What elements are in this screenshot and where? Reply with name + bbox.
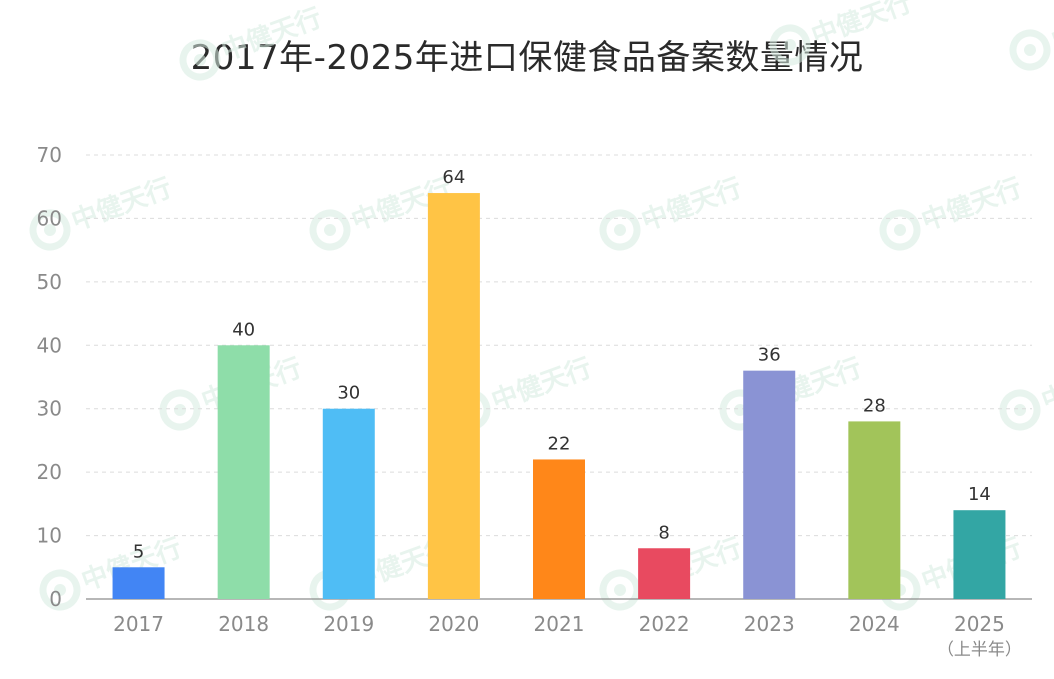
x-axis: 2017 2018 2019 2020 2021 2022 2023 2024 2025 （上半年…	[113, 612, 1022, 660]
x-tick-label-2020: 2020	[428, 612, 479, 636]
watermark: 中健天行	[998, 352, 1054, 432]
watermark-text: 中健天行	[637, 172, 745, 237]
x-tick-label-2017: 2017	[113, 612, 164, 636]
watermark-logo-icon	[178, 38, 222, 82]
y-tick-label: 60	[37, 206, 62, 230]
x-tick-label-2018: 2018	[218, 612, 269, 636]
data-label-2019: 30	[337, 383, 360, 404]
watermark: 中健天行	[598, 172, 746, 252]
x-tick-label-2021: 2021	[534, 612, 585, 636]
x-tick-label-2022: 2022	[639, 612, 690, 636]
watermark-text: 中健天行	[807, 0, 915, 52]
watermark: 中健天行	[878, 172, 1026, 252]
x-tick-label-2019: 2019	[323, 612, 374, 636]
watermark-text: 中健天行	[217, 2, 325, 67]
watermark-logo-icon	[1008, 28, 1052, 72]
y-tick-label: 20	[37, 460, 62, 484]
x-tick-note-2025: （上半年）	[937, 640, 1022, 660]
data-label-2022: 8	[658, 522, 669, 543]
bar-2022	[638, 548, 691, 599]
watermark-logo-icon	[998, 388, 1042, 432]
x-tick-label-2025: 2025	[954, 612, 1005, 636]
chart-title: 2017年-2025年进口保健食品备案数量情况	[190, 38, 864, 78]
x-tick-label-2024: 2024	[849, 612, 900, 636]
data-label-2017: 5	[133, 541, 144, 562]
bars	[112, 193, 1006, 600]
x-tick-label-2023: 2023	[744, 612, 795, 636]
bar-2023	[743, 370, 796, 599]
watermark-text: 中健天行	[67, 172, 175, 237]
watermark-logo-icon	[158, 388, 202, 432]
bar-2018	[217, 345, 270, 599]
data-label-2018: 40	[232, 319, 255, 340]
data-labels: 5 40 30 64 22 8 36 28 14	[133, 167, 991, 562]
bar-2025	[953, 510, 1006, 599]
data-label-2023: 36	[758, 345, 781, 366]
watermark: 中健天行	[178, 2, 326, 82]
data-label-2021: 22	[548, 433, 571, 454]
watermark-text: 中健天行	[917, 172, 1025, 237]
y-tick-label: 40	[37, 333, 62, 357]
y-axis: 0 10 20 30 40 50 60 70	[37, 143, 62, 611]
watermark-text: 中健天行	[1047, 0, 1054, 57]
watermark-logo-icon	[768, 23, 812, 67]
bar-2021	[533, 459, 585, 599]
bar-2020	[427, 193, 480, 600]
watermark-logo-icon	[878, 208, 922, 252]
y-tick-label: 30	[37, 397, 62, 421]
bar-2017	[112, 567, 165, 599]
y-tick-label: 0	[49, 587, 62, 611]
watermark: 中健天行	[768, 0, 916, 67]
watermark-logo-icon	[308, 208, 352, 252]
watermark-logo-icon	[598, 208, 642, 252]
y-tick-label: 50	[37, 270, 62, 294]
y-tick-label: 10	[37, 524, 62, 548]
watermark: 中健天行	[1008, 0, 1054, 72]
y-tick-label: 70	[37, 143, 62, 167]
data-label-2020: 64	[442, 167, 465, 188]
watermark-logo-icon	[598, 568, 642, 612]
bar-2024	[848, 421, 901, 599]
bar-2019	[322, 408, 375, 599]
data-label-2025: 14	[968, 484, 991, 505]
watermark-text: 中健天行	[487, 352, 595, 417]
data-label-2024: 28	[863, 395, 886, 416]
